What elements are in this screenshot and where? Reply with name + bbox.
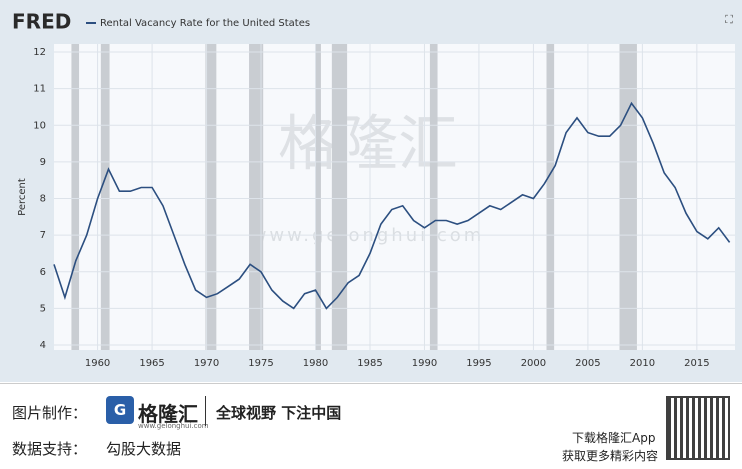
recession-band: [429, 44, 438, 350]
slogan: 全球视野 下注中国: [216, 404, 342, 422]
y-tick-label: 8: [40, 194, 46, 205]
app-line-1: 下载格隆汇App: [572, 431, 656, 445]
x-tick-label: 1995: [466, 358, 491, 369]
recession-band: [315, 44, 321, 350]
footer-brand: 格隆汇: [138, 402, 198, 426]
recession-band: [249, 44, 264, 350]
recession-band: [331, 44, 348, 350]
x-tick-label: 1980: [303, 358, 328, 369]
qr-code: [666, 396, 730, 460]
x-tick-label: 1965: [139, 358, 164, 369]
recession-band: [100, 44, 110, 350]
x-tick-label: 1970: [194, 358, 219, 369]
recession-band: [546, 44, 555, 350]
data-label: 数据支持：: [12, 440, 88, 458]
y-tick-label: 9: [40, 157, 46, 168]
x-tick-label: 1990: [412, 358, 437, 369]
x-tick-label: 2000: [521, 358, 546, 369]
y-tick-label: 6: [40, 267, 46, 278]
watermark-logo: 格隆汇: [278, 110, 458, 180]
y-axis-label: Percent: [17, 178, 28, 216]
x-tick-label: 1985: [357, 358, 382, 369]
footer: 图片制作： G 格隆汇 www.gelonghui.com 全球视野 下注中国 …: [0, 383, 742, 469]
divider: [205, 396, 206, 426]
recession-band: [619, 44, 637, 350]
y-tick-label: 11: [33, 84, 46, 95]
x-tick-label: 2005: [575, 358, 600, 369]
data-source: 勾股大数据: [106, 440, 182, 458]
made-label: 图片制作：: [12, 404, 88, 422]
data-line: [53, 101, 731, 310]
app-line-2: 获取更多精彩内容: [562, 449, 659, 463]
y-tick-label: 5: [40, 303, 46, 314]
x-tick-label: 2010: [630, 358, 655, 369]
chart: FRED Percent 格隆汇 www.gelonghui.com ⛶ 456…: [0, 0, 742, 382]
recession-band: [205, 44, 217, 350]
y-tick-label: 7: [40, 230, 46, 241]
x-tick-label: 1975: [248, 358, 273, 369]
x-tick-label: 2015: [684, 358, 709, 369]
fullscreen-icon[interactable]: ⛶: [725, 13, 733, 26]
brand: FRED: [12, 10, 71, 34]
legend-label: Rental Vacancy Rate for the United State…: [100, 18, 310, 29]
x-tick-label: 1960: [85, 358, 110, 369]
y-tick-label: 10: [33, 120, 46, 131]
y-tick-label: 4: [40, 340, 46, 351]
footer-brand-url: www.gelonghui.com: [138, 422, 209, 430]
y-tick-label: 12: [33, 47, 46, 58]
recession-band: [71, 44, 80, 350]
brand-icon: G: [106, 396, 134, 424]
